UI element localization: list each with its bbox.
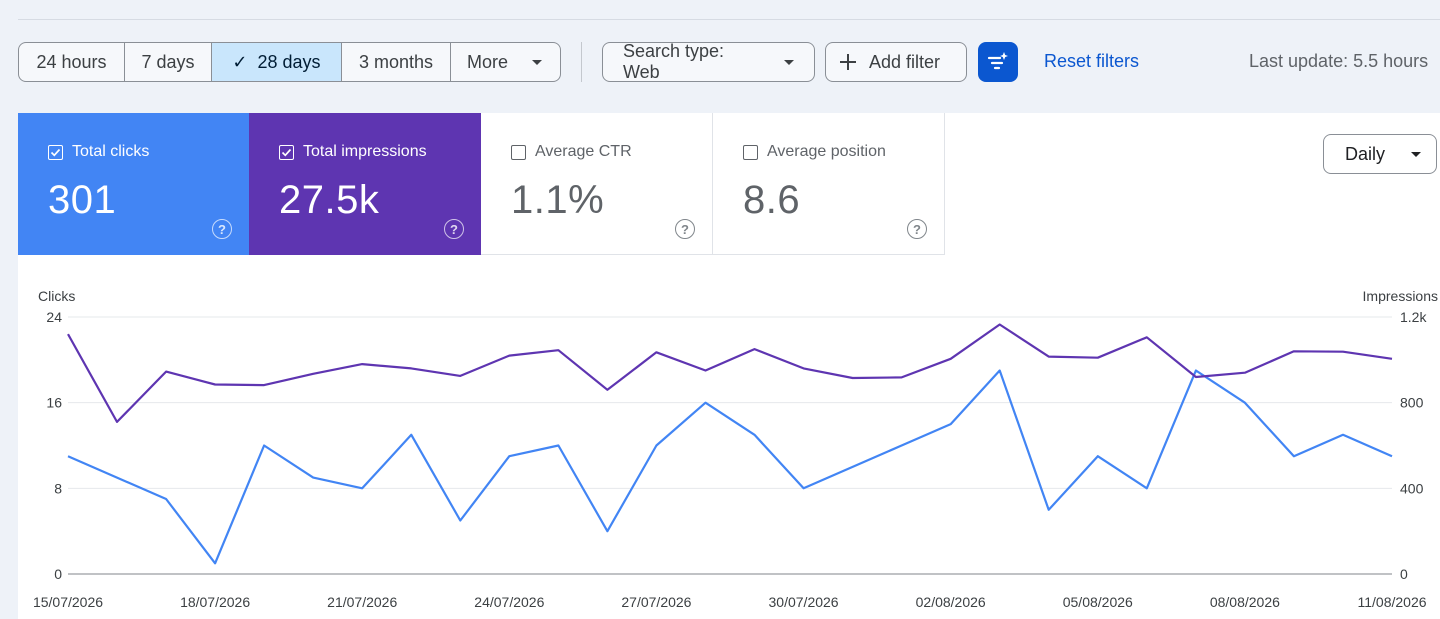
metric-value: 8.6	[743, 178, 801, 222]
x-tick-label: 30/07/2026	[769, 594, 839, 610]
x-tick-label: 05/08/2026	[1063, 594, 1133, 610]
more-label: More	[467, 51, 509, 72]
metric-card-total-clicks[interactable]: Total clicks 301 ?	[18, 113, 249, 255]
right-tick-label: 400	[1400, 480, 1424, 496]
chevron-down-icon	[784, 59, 794, 65]
metric-card-total-impressions[interactable]: Total impressions 27.5k ?	[249, 113, 481, 255]
range-option-7-days[interactable]: 7 days	[125, 43, 212, 81]
help-icon[interactable]: ?	[907, 219, 927, 239]
add-filter-label: Add filter	[869, 51, 941, 72]
date-range-control: 24 hours 7 days ✓ 28 days 3 months More	[18, 42, 561, 82]
x-tick-label: 15/07/2026	[33, 594, 103, 610]
range-option-more[interactable]: More	[451, 43, 560, 81]
right-axis-title: Impressions	[1363, 288, 1438, 304]
clicks-series-line	[67, 369, 1393, 565]
add-filter-button[interactable]: Add filter	[825, 42, 967, 82]
plus-icon	[840, 54, 856, 70]
x-tick-label: 11/08/2026	[1357, 594, 1426, 610]
left-tick-label: 8	[54, 480, 62, 496]
x-tick-label: 27/07/2026	[621, 594, 691, 610]
right-tick-label: 800	[1400, 395, 1424, 411]
left-tick-label: 16	[46, 395, 62, 411]
chevron-down-icon	[1411, 151, 1422, 157]
x-tick-label: 24/07/2026	[474, 594, 544, 610]
last-update-text: Last update: 5.5 hours	[1249, 51, 1429, 71]
reset-filters-link[interactable]: Reset filters	[1044, 51, 1140, 71]
right-tick-label: 0	[1400, 566, 1408, 582]
x-tick-label: 02/08/2026	[916, 594, 986, 610]
metric-card-average-position[interactable]: Average position 8.6 ?	[713, 113, 945, 255]
help-icon[interactable]: ?	[212, 219, 232, 239]
help-icon[interactable]: ?	[675, 219, 695, 239]
right-tick-label: 1.2k	[1400, 309, 1427, 325]
granularity-dropdown[interactable]: Daily	[1323, 134, 1437, 174]
performance-panel: Total clicks 301 ? Total impressions 27.…	[18, 113, 1440, 619]
metric-value: 301	[48, 178, 117, 222]
range-option-28-days[interactable]: ✓ 28 days	[212, 43, 342, 81]
granularity-label: Daily	[1345, 143, 1386, 164]
performance-chart: Clicks Impressions 0 0 8 400 16 800 24 1.2k 15/07/…	[33, 288, 1438, 610]
range-option-label: 28 days	[257, 51, 321, 72]
checkbox-checked-icon[interactable]	[48, 144, 63, 160]
chevron-down-icon	[532, 59, 543, 65]
left-axis-title: Clicks	[38, 288, 75, 304]
range-option-3-months[interactable]: 3 months	[342, 43, 451, 81]
checkbox-unchecked-icon[interactable]	[511, 144, 526, 160]
checkbox-unchecked-icon[interactable]	[743, 144, 758, 160]
metric-value: 1.1%	[511, 178, 605, 222]
x-tick-label: 21/07/2026	[327, 594, 397, 610]
metric-label: Total impressions	[303, 143, 427, 160]
metric-label: Average position	[767, 143, 886, 160]
metric-label: Average CTR	[535, 143, 632, 160]
check-icon: ✓	[232, 51, 248, 72]
checkbox-checked-icon[interactable]	[279, 144, 294, 160]
filter-sparkle-icon	[987, 52, 1008, 70]
toolbar-divider	[581, 42, 582, 82]
range-option-24-hours[interactable]: 24 hours	[19, 43, 125, 81]
left-tick-label: 0	[54, 566, 62, 582]
left-tick-label: 24	[46, 309, 62, 325]
top-divider	[18, 19, 1440, 20]
metric-label: Total clicks	[72, 143, 150, 160]
metric-card-average-ctr[interactable]: Average CTR 1.1% ?	[481, 113, 713, 255]
impressions-series-line	[67, 323, 1393, 423]
help-icon[interactable]: ?	[444, 219, 464, 239]
search-type-label: Search type: Web	[623, 41, 725, 82]
metric-value: 27.5k	[279, 178, 380, 222]
x-tick-label: 08/08/2026	[1210, 594, 1280, 610]
search-type-dropdown[interactable]: Search type: Web	[602, 41, 815, 82]
x-tick-label: 18/07/2026	[180, 594, 250, 610]
ai-filter-button[interactable]	[978, 42, 1018, 82]
